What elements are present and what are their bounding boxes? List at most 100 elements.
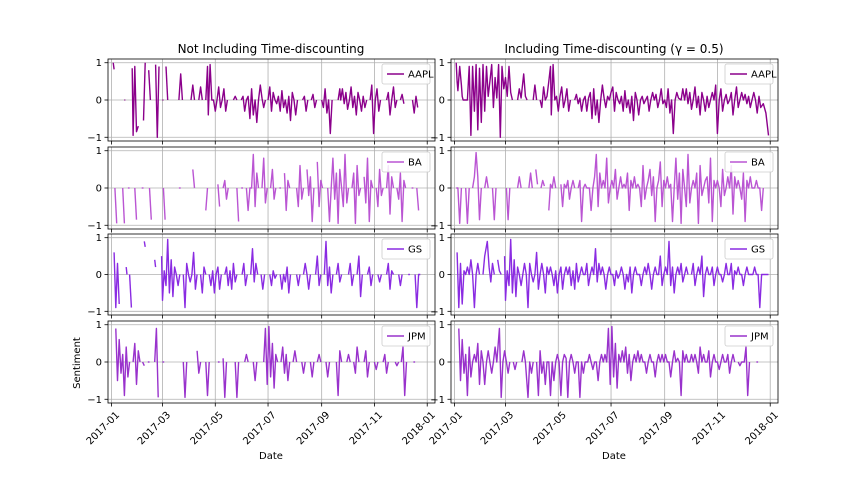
series-line-gs xyxy=(497,259,502,275)
series-line-ba xyxy=(162,187,166,220)
axes-frame xyxy=(107,233,436,316)
series-line-jpm xyxy=(234,361,240,399)
series-line-jpm xyxy=(263,325,279,389)
series-line-aapl xyxy=(198,86,203,101)
series-line-jpm xyxy=(394,361,400,367)
series-line-ba xyxy=(261,157,268,204)
series-line-aapl xyxy=(165,66,169,101)
panel-gs-right: 1 0 −1 GS xyxy=(430,233,779,319)
series-line-jpm xyxy=(252,361,258,382)
series-line-ba xyxy=(122,187,126,224)
series-line-gs xyxy=(302,262,312,290)
y-tick-label: 0 xyxy=(439,270,445,281)
series-line-aapl xyxy=(148,70,152,101)
series-line-aapl xyxy=(411,95,419,114)
series-line-aapl xyxy=(337,86,368,116)
series-line-jpm xyxy=(346,353,351,363)
series-line-gs xyxy=(356,255,363,298)
series-line-jpm xyxy=(182,361,188,399)
series-line-ba xyxy=(471,151,482,221)
series-line-gs xyxy=(398,274,403,287)
y-tick-label: 0 xyxy=(96,270,102,281)
y-tick-label: −1 xyxy=(87,133,102,144)
series-line-jpm xyxy=(535,325,736,399)
legend-box xyxy=(381,238,431,260)
series-line-jpm xyxy=(132,342,141,386)
legend-label: BA xyxy=(408,158,422,169)
series-line-gs xyxy=(113,252,120,309)
series-line-jpm xyxy=(292,350,298,363)
y-axis-label: Sentiment xyxy=(72,337,83,389)
x-axis-label-right: Date xyxy=(602,451,626,462)
series-line-jpm xyxy=(325,361,331,378)
series-line-gs xyxy=(125,267,128,275)
y-tick-label: 0 xyxy=(439,96,445,107)
series-line-jpm xyxy=(373,361,379,371)
axes-frame xyxy=(107,58,436,142)
series-line-jpm xyxy=(353,346,360,374)
series-line-aapl xyxy=(532,84,538,101)
series-line-ba xyxy=(283,173,291,212)
series-line-aapl xyxy=(131,65,139,137)
axes-frame xyxy=(450,146,779,230)
series-line-aapl xyxy=(142,62,146,121)
series-line-gs xyxy=(269,270,278,287)
series-line-jpm xyxy=(141,361,145,366)
series-line-gs xyxy=(199,266,207,294)
x-axis-label-left: Date xyxy=(259,451,283,462)
series-line-aapl xyxy=(205,63,229,116)
y-tick-label: 1 xyxy=(96,58,102,69)
series-line-jpm xyxy=(301,361,306,374)
axes-frame xyxy=(450,320,779,404)
legend-box xyxy=(724,238,774,260)
series-line-ba xyxy=(148,187,152,220)
series-line-aapl xyxy=(154,64,160,139)
y-tick-label: 0 xyxy=(439,358,445,369)
legend-box xyxy=(381,63,431,85)
y-tick-label: −1 xyxy=(87,307,102,318)
series-line-gs xyxy=(323,240,334,294)
series-line-gs xyxy=(143,241,146,248)
series-line-gs xyxy=(503,238,689,309)
series-line-ba xyxy=(560,179,576,208)
y-tick-label: 1 xyxy=(96,320,102,331)
y-tick-label: −1 xyxy=(430,395,445,406)
legend-label: JPM xyxy=(407,332,426,343)
series-line-jpm xyxy=(335,350,343,397)
series-line-gs xyxy=(279,266,292,294)
y-tick-label: 0 xyxy=(96,96,102,107)
series-line-ba xyxy=(540,179,546,189)
series-line-gs xyxy=(260,274,266,290)
series-line-ba xyxy=(456,187,463,225)
y-tick-label: −1 xyxy=(87,395,102,406)
series-line-ba xyxy=(375,168,384,208)
y-tick-label: 1 xyxy=(439,320,445,331)
axes-frame xyxy=(450,233,779,316)
series-line-aapl xyxy=(539,63,572,116)
series-line-gs xyxy=(456,252,481,309)
series-line-jpm xyxy=(382,353,389,374)
panel-aapl-right: 1 0 −1 AAPL xyxy=(430,58,779,145)
series-line-gs xyxy=(314,255,322,287)
series-line-ba xyxy=(217,184,221,207)
panel-title-right: Including Time-discounting (γ = 0.5) xyxy=(504,42,723,56)
series-line-gs xyxy=(160,238,181,301)
series-line-gs xyxy=(182,251,198,309)
panel-ba-left: 1 0 −1 BA xyxy=(87,146,436,233)
series-line-jpm xyxy=(737,346,751,397)
y-tick-label: 1 xyxy=(96,146,102,157)
series-line-gs xyxy=(241,262,248,287)
series-line-gs xyxy=(385,262,395,290)
series-line-ba xyxy=(306,169,315,223)
legend-label: JPM xyxy=(750,332,769,343)
y-tick-label: −1 xyxy=(87,221,102,232)
legend-label: BA xyxy=(751,158,765,169)
series-line-gs xyxy=(154,259,157,268)
series-line-gs xyxy=(295,274,301,287)
series-line-gs xyxy=(224,262,238,290)
series-line-aapl xyxy=(369,84,382,135)
series-line-ba xyxy=(505,187,511,221)
series-line-jpm xyxy=(521,350,534,399)
series-line-ba xyxy=(528,172,533,189)
